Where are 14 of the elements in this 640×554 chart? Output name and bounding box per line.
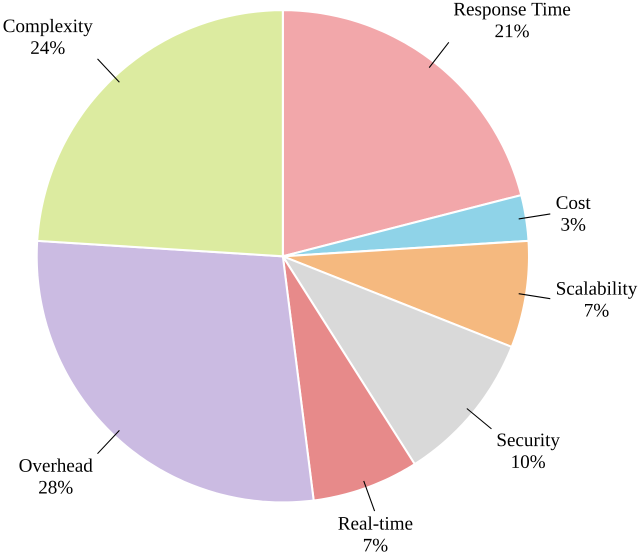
slice-label: Security [498, 433, 560, 450]
slice-label: Response Time [454, 2, 570, 20]
data-label: 28% [39, 480, 73, 494]
slice-label: Overhead [19, 458, 93, 472]
slice-label: Scalability [556, 281, 638, 299]
data-label: 21% [495, 24, 529, 38]
data-label: 24% [31, 41, 65, 54]
data-label: 10% [512, 455, 545, 468]
data-label: 3% [561, 218, 586, 231]
slice-label: Real-time [338, 516, 412, 530]
data-label: 7% [364, 538, 388, 552]
slice-label: Cost [556, 196, 591, 209]
data-label: 7% [585, 304, 609, 317]
slice-label: Complexity [4, 18, 93, 36]
